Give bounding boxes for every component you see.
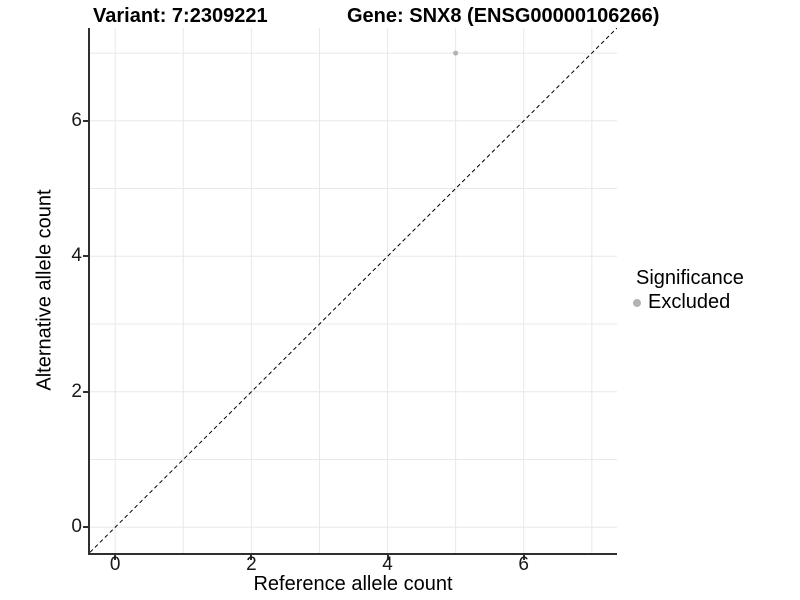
y-axis-tick [83,255,88,258]
x-axis-tick-label: 4 [382,554,393,575]
legend: Significance Excluded [630,267,744,314]
x-axis-tick-label: 6 [518,554,530,575]
excluded-point-swatch [633,298,641,307]
scatter-plot-svg [90,28,617,553]
y-axis-tick-label: 4 [71,245,82,267]
y-axis-tick [83,390,88,393]
x-axis-tick-label: 2 [246,554,257,575]
x-axis-tick-label: 0 [109,554,121,575]
legend-title: Significance [636,267,744,289]
x-axis-tick [114,555,117,560]
legend-item-excluded: Excluded [630,291,744,314]
data-point-excluded [453,50,459,56]
x-axis-title: Reference allele count [253,573,453,595]
y-axis-tick-label: 2 [71,380,82,402]
legend-item-label: Excluded [648,291,731,313]
x-axis-tick [522,555,525,560]
x-axis-tick [250,555,253,560]
y-axis-tick [83,526,88,529]
plot-panel [88,28,617,555]
gene-title: Gene: SNX8 (ENSG00000106266) [347,5,660,27]
identity-line [90,28,617,553]
variant-title: Variant: 7:2309221 [93,5,268,27]
y-axis-tick [83,119,88,122]
y-axis-title: Alternative allele count [33,189,56,391]
x-axis-tick [386,555,389,560]
y-axis-tick-label: 0 [71,516,82,538]
y-axis-tick-label: 6 [71,109,82,131]
